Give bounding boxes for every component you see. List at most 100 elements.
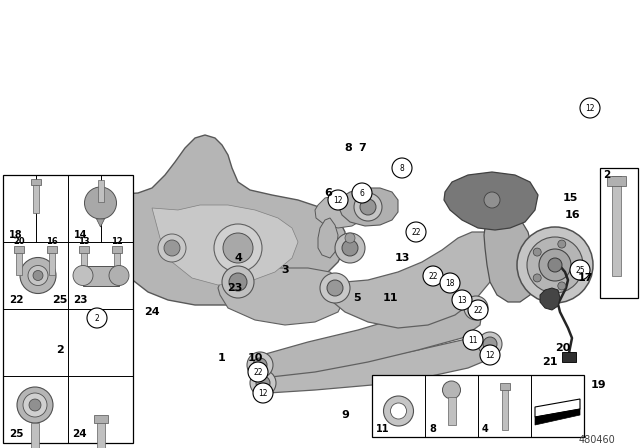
Circle shape xyxy=(247,352,273,378)
Circle shape xyxy=(539,249,571,281)
Circle shape xyxy=(484,192,500,208)
Polygon shape xyxy=(484,218,535,302)
Text: 3: 3 xyxy=(281,265,289,275)
Text: 22: 22 xyxy=(412,228,420,237)
Text: 5: 5 xyxy=(353,293,361,303)
Text: 9: 9 xyxy=(341,410,349,420)
Text: 22: 22 xyxy=(428,271,438,280)
Text: 11: 11 xyxy=(382,293,397,303)
Circle shape xyxy=(256,376,270,390)
Circle shape xyxy=(253,383,273,403)
Polygon shape xyxy=(444,172,538,230)
Text: 25: 25 xyxy=(9,429,24,439)
Text: 20: 20 xyxy=(556,343,571,353)
Circle shape xyxy=(222,266,254,298)
Circle shape xyxy=(87,308,107,328)
Circle shape xyxy=(452,290,472,310)
Text: 21: 21 xyxy=(542,357,557,367)
Circle shape xyxy=(440,273,460,293)
Circle shape xyxy=(533,248,541,256)
Text: 24: 24 xyxy=(72,429,86,439)
Bar xyxy=(607,176,626,186)
Circle shape xyxy=(84,187,116,219)
Text: 16: 16 xyxy=(564,210,580,220)
Circle shape xyxy=(345,233,355,243)
Polygon shape xyxy=(540,288,560,310)
Circle shape xyxy=(390,403,406,419)
Circle shape xyxy=(28,266,48,285)
Polygon shape xyxy=(318,218,338,258)
Circle shape xyxy=(327,280,343,296)
Bar xyxy=(97,180,104,202)
Circle shape xyxy=(548,258,562,272)
Text: 6: 6 xyxy=(360,189,364,198)
Text: 19: 19 xyxy=(590,380,606,390)
Text: 13: 13 xyxy=(394,253,410,263)
Bar xyxy=(33,185,38,213)
Circle shape xyxy=(469,301,483,315)
Polygon shape xyxy=(108,135,345,305)
Circle shape xyxy=(573,261,581,269)
Circle shape xyxy=(354,193,382,221)
Circle shape xyxy=(580,98,600,118)
Bar xyxy=(447,397,456,425)
Text: 4: 4 xyxy=(482,424,489,434)
Bar xyxy=(93,415,108,423)
Polygon shape xyxy=(535,399,580,417)
Circle shape xyxy=(17,387,53,423)
Bar xyxy=(79,246,89,253)
Circle shape xyxy=(352,183,372,203)
Circle shape xyxy=(248,362,268,382)
Bar xyxy=(14,246,24,253)
Polygon shape xyxy=(339,188,398,226)
Circle shape xyxy=(109,266,129,285)
Text: 1: 1 xyxy=(218,353,226,363)
Bar xyxy=(612,176,621,276)
Polygon shape xyxy=(218,268,345,325)
Bar xyxy=(562,352,576,362)
Circle shape xyxy=(223,233,253,263)
Circle shape xyxy=(463,330,483,350)
Bar xyxy=(47,246,57,253)
Text: 16: 16 xyxy=(46,237,58,246)
Circle shape xyxy=(328,190,348,210)
Bar xyxy=(3,175,133,443)
Polygon shape xyxy=(97,219,104,227)
Text: 22: 22 xyxy=(473,306,483,314)
Circle shape xyxy=(423,266,443,286)
Text: 18: 18 xyxy=(9,230,23,240)
Text: 8: 8 xyxy=(399,164,404,172)
Circle shape xyxy=(250,370,276,396)
Circle shape xyxy=(342,240,358,256)
Circle shape xyxy=(480,345,500,365)
Text: 15: 15 xyxy=(563,193,578,203)
Text: 25: 25 xyxy=(575,266,585,275)
Circle shape xyxy=(29,399,41,411)
Text: 22: 22 xyxy=(253,367,263,376)
Text: 480460: 480460 xyxy=(579,435,616,445)
Text: 2: 2 xyxy=(56,345,64,355)
Bar xyxy=(83,266,119,285)
Text: 6: 6 xyxy=(324,188,332,198)
Circle shape xyxy=(558,240,566,248)
Circle shape xyxy=(468,300,488,320)
Circle shape xyxy=(478,332,502,356)
Circle shape xyxy=(20,258,56,293)
Circle shape xyxy=(335,233,365,263)
Text: 11: 11 xyxy=(468,336,477,345)
Bar xyxy=(16,253,22,275)
Text: 25: 25 xyxy=(52,295,68,305)
Text: 12: 12 xyxy=(485,350,495,359)
Polygon shape xyxy=(152,205,298,285)
Bar xyxy=(114,253,120,275)
Bar xyxy=(31,179,40,185)
Text: 23: 23 xyxy=(73,295,88,305)
Circle shape xyxy=(442,381,461,399)
Polygon shape xyxy=(535,409,580,425)
Circle shape xyxy=(533,274,541,282)
Text: 18: 18 xyxy=(445,279,455,288)
Circle shape xyxy=(229,273,247,291)
Polygon shape xyxy=(258,298,482,378)
Bar xyxy=(31,423,39,448)
Circle shape xyxy=(214,224,262,272)
